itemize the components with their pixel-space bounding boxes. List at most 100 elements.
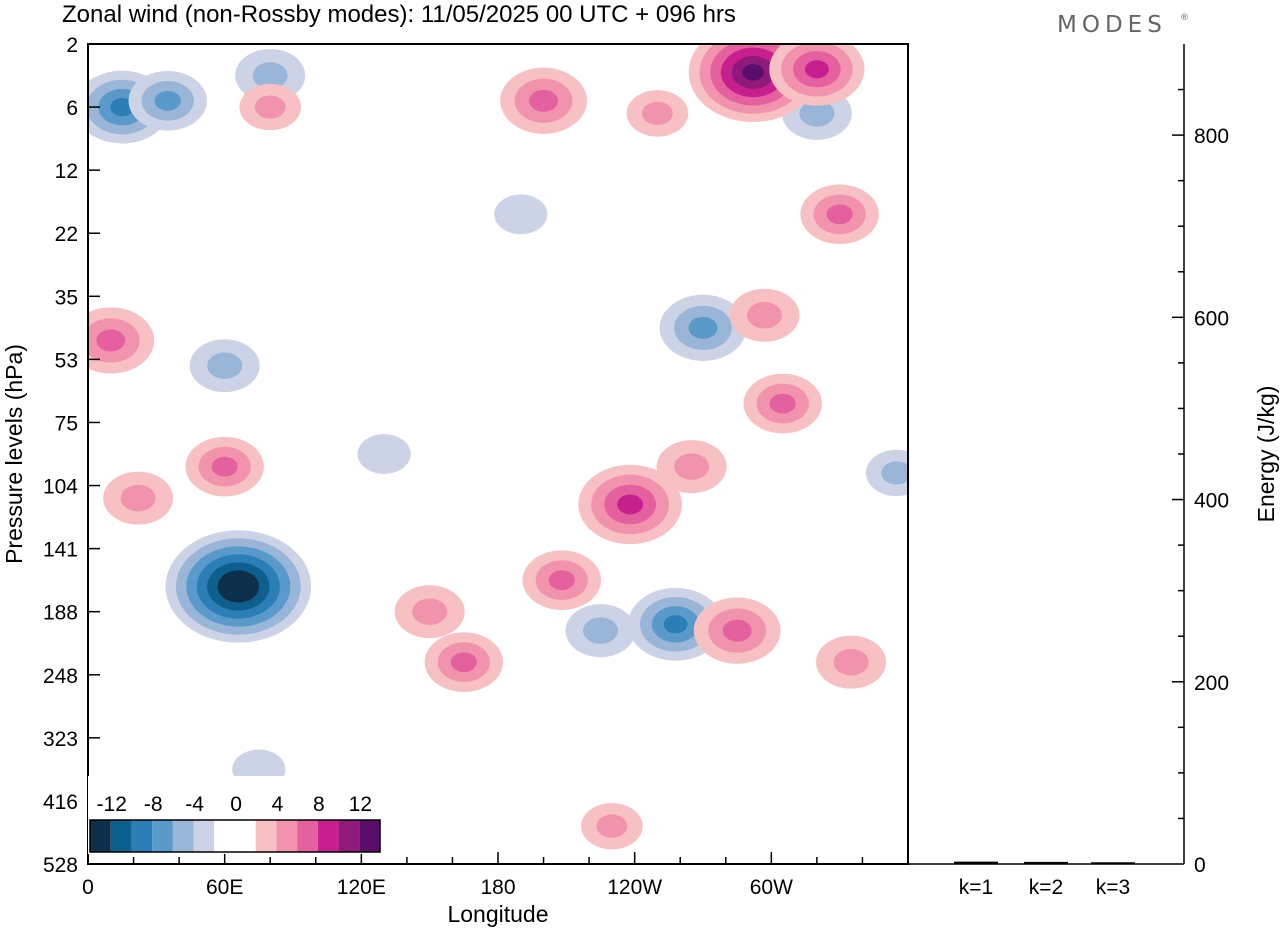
- contour-band: [96, 329, 126, 352]
- colorbar-swatch: [276, 820, 298, 852]
- wind-feature: [494, 194, 548, 235]
- wind-feature: [800, 184, 879, 245]
- energy-bar-label: k=2: [1029, 876, 1063, 899]
- x-axis-label: Longitude: [447, 901, 548, 927]
- colorbar-swatch: [131, 820, 153, 852]
- energy-bar: [1091, 862, 1135, 865]
- energy-bars: k=1 k=2 k=3: [954, 861, 1135, 899]
- x-tick-label: 60W: [750, 876, 793, 899]
- contour-band: [252, 62, 288, 89]
- energy-tick-label: 400: [1194, 490, 1229, 513]
- chart-title: Zonal wind (non-Rossby modes): 11/05/202…: [62, 1, 736, 28]
- wind-feature: [729, 288, 800, 342]
- contour-band: [450, 652, 477, 673]
- wind-feature: [500, 67, 587, 134]
- wind-feature: [578, 464, 682, 545]
- wind-feature: [239, 83, 302, 131]
- contour-band: [674, 453, 710, 480]
- y-tick-label: 22: [55, 223, 78, 246]
- x-tick-label: 120E: [337, 876, 386, 899]
- y-tick-label: 2: [66, 34, 78, 57]
- contour-band: [596, 814, 628, 838]
- wind-feature: [357, 434, 411, 474]
- contour-band: [548, 570, 575, 591]
- contour-band: [833, 648, 869, 676]
- colorbar-swatch: [152, 820, 173, 852]
- contour-band: [207, 352, 243, 379]
- wind-feature: [626, 90, 689, 137]
- contour-band: [154, 90, 181, 111]
- wind-feature: [185, 436, 264, 497]
- colorbar-frame: [89, 819, 381, 853]
- y-tick-label: 12: [55, 160, 78, 183]
- y-tick-label: 323: [43, 728, 78, 751]
- colorbar-label: 0: [230, 793, 242, 816]
- y-tick-label: 416: [43, 791, 78, 814]
- contour-band: [804, 60, 829, 79]
- y-tick-label: 248: [43, 665, 78, 688]
- energy-tick-label: 0: [1194, 854, 1206, 877]
- wind-feature: [128, 70, 207, 131]
- colorbar-legend: -12 -8 -4 0 4 8 12: [88, 776, 382, 854]
- y-tick-label: 35: [55, 286, 78, 309]
- colorbar-swatch: [214, 820, 235, 852]
- x-tick-label: 60E: [206, 876, 243, 899]
- energy-tick-label: 800: [1194, 125, 1229, 148]
- colorbar-swatch: [172, 820, 194, 852]
- contour-field: [88, 44, 908, 864]
- wind-feature: [581, 802, 643, 850]
- energy-panel: 0 200 400 600 800 k=1 k=2 k=3 Energy (J/kg): [907, 44, 1279, 899]
- y-tick-label: 188: [43, 602, 78, 625]
- contour-band: [211, 456, 238, 477]
- energy-bar: [1024, 861, 1068, 864]
- colorbar-swatch: [235, 820, 256, 852]
- colorbar-label: -8: [144, 793, 163, 816]
- wind-feature: [656, 440, 727, 494]
- colorbar-swatch: [110, 820, 132, 852]
- contour-band: [217, 570, 260, 603]
- energy-tick-label: 200: [1194, 672, 1229, 695]
- contour-band: [583, 617, 618, 644]
- colorbar-label: -12: [97, 793, 127, 816]
- colorbar-swatch: [338, 820, 360, 852]
- contour-band: [617, 494, 644, 515]
- contour-band: [826, 204, 853, 225]
- wind-feature: [743, 373, 822, 434]
- wind-feature: [165, 530, 312, 643]
- wind-feature: [865, 449, 908, 497]
- colorbar-swatch: [193, 820, 215, 852]
- x-tick-label: 120W: [607, 876, 662, 899]
- colorbar-label: 12: [349, 793, 372, 816]
- colorbar-swatch: [255, 820, 277, 852]
- brand-logo: MODES: [1057, 12, 1167, 38]
- x-tick-label: 0: [82, 876, 94, 899]
- x-tick-label: 180: [480, 876, 515, 899]
- wind-feature: [565, 604, 636, 658]
- y-tick-label: 141: [43, 539, 78, 562]
- x-axis-longitude: 0 60E 120E 180 120W 60W: [82, 852, 864, 899]
- wind-feature: [659, 294, 747, 361]
- contour-band: [722, 619, 752, 642]
- colorbar-label: 8: [313, 793, 325, 816]
- contour-band: [769, 393, 796, 414]
- energy-bar-label: k=3: [1096, 876, 1130, 899]
- brand-registered-mark: ®: [1180, 13, 1189, 23]
- contour-band: [110, 97, 135, 117]
- wind-feature: [394, 585, 465, 639]
- y-tick-label: 6: [66, 97, 78, 120]
- wind-feature: [424, 632, 504, 692]
- contour-band: [881, 461, 908, 485]
- wind-feature: [189, 339, 260, 393]
- contour-band: [688, 316, 718, 339]
- y-axis-pressure: 2 6 12 22 35 53 75 104 141 188 248 323 416 528: [43, 34, 100, 877]
- wind-feature: [769, 44, 865, 106]
- wind-feature: [88, 307, 155, 374]
- wind-feature: [522, 550, 601, 610]
- wind-feature: [693, 597, 781, 664]
- contour-band: [642, 101, 673, 125]
- contour-band: [120, 484, 156, 512]
- contour-band: [357, 434, 411, 474]
- wind-feature: [103, 471, 174, 525]
- contour-band: [799, 100, 835, 127]
